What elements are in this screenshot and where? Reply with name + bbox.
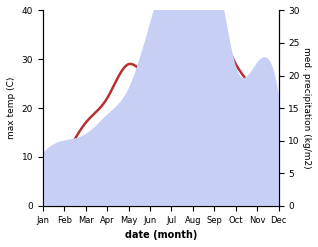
Y-axis label: max temp (C): max temp (C) xyxy=(7,77,16,139)
Y-axis label: med. precipitation (kg/m2): med. precipitation (kg/m2) xyxy=(302,47,311,169)
X-axis label: date (month): date (month) xyxy=(125,230,197,240)
